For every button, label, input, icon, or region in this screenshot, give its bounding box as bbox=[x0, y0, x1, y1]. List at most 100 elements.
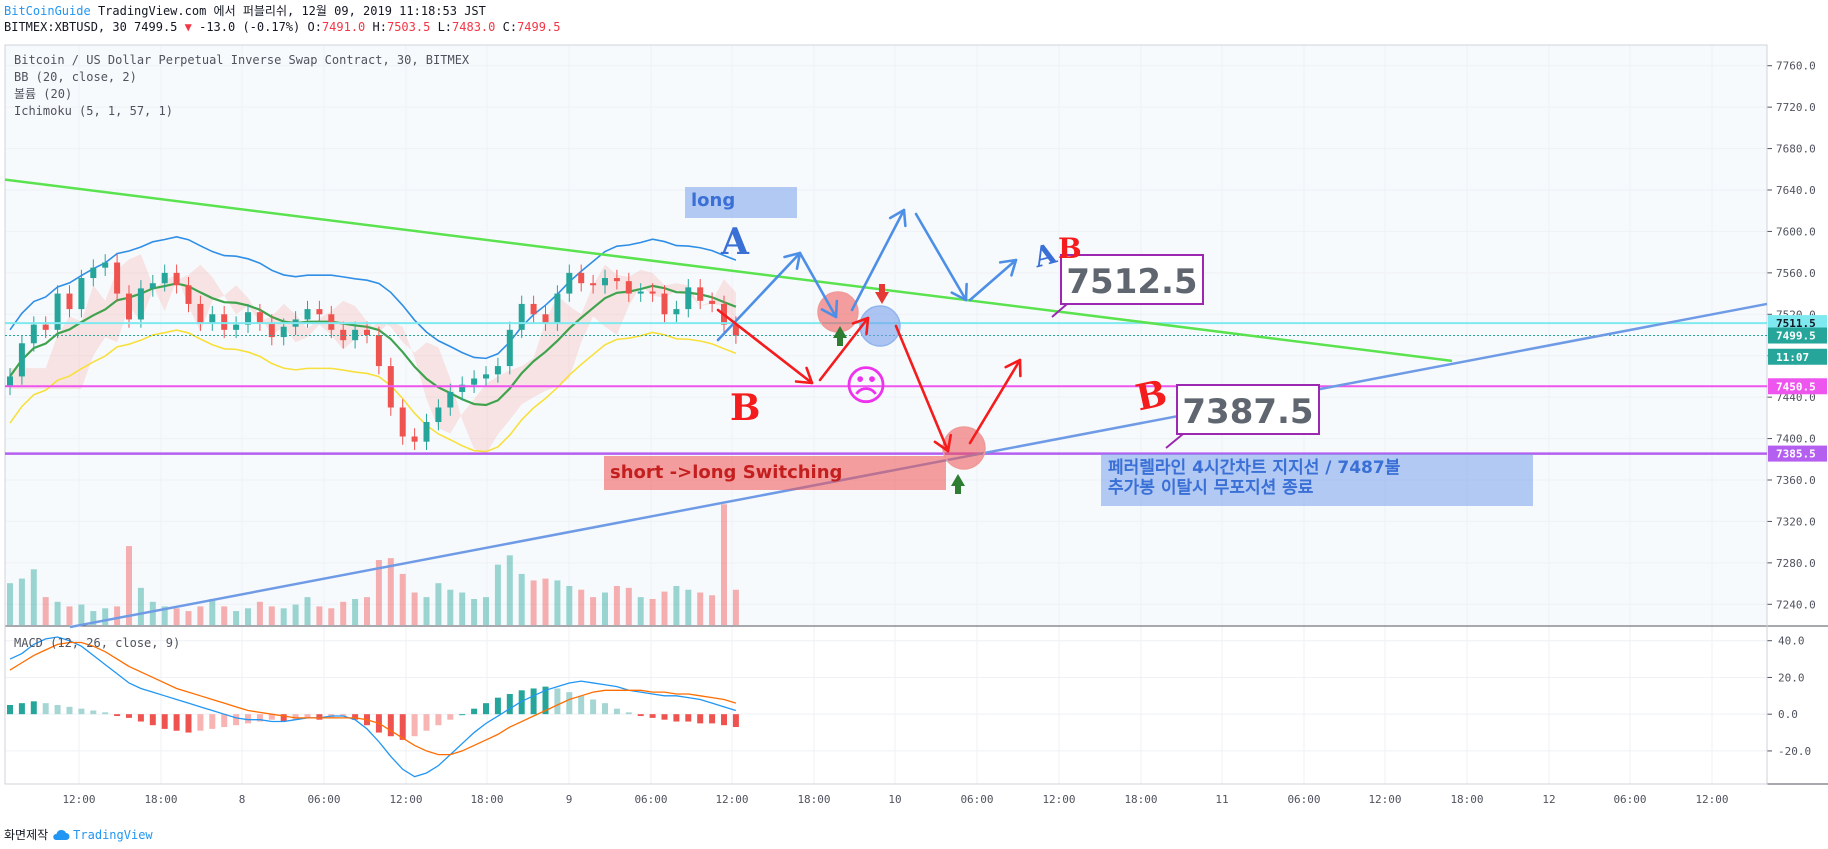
macd-hist-bar bbox=[471, 708, 478, 715]
up-marker-1 bbox=[833, 326, 847, 338]
time-tick-label: 12:00 bbox=[389, 793, 422, 806]
volume-bar bbox=[411, 592, 418, 625]
price-tick-label: 7760.0 bbox=[1776, 60, 1816, 73]
volume-bar bbox=[185, 611, 192, 625]
volume-bar bbox=[114, 606, 121, 625]
macd-hist-bar bbox=[173, 714, 180, 731]
candle-body bbox=[18, 343, 25, 377]
red-arrow-4-head bbox=[1004, 358, 1022, 378]
high-value: 7503.5 bbox=[386, 20, 431, 34]
blue-arrow-2 bbox=[798, 251, 838, 319]
legend-title[interactable]: Bitcoin / US Dollar Perpetual Inverse Sw… bbox=[14, 53, 470, 67]
volume-bar bbox=[126, 546, 132, 625]
callout-7387-box bbox=[1176, 384, 1320, 435]
macd-hist-bar bbox=[578, 695, 585, 715]
macd-hist-bar bbox=[268, 714, 275, 720]
legend-bb[interactable]: BB (20, close, 2) bbox=[14, 70, 137, 84]
legend-macd[interactable]: MACD (12, 26, close, 9) bbox=[14, 636, 181, 650]
time-tick-label: 06:00 bbox=[307, 793, 340, 806]
time-tick-label: 12:00 bbox=[1042, 793, 1075, 806]
down-marker-stem bbox=[879, 284, 885, 292]
macd-hist-bar bbox=[411, 714, 418, 737]
brand-text: TradingView bbox=[73, 827, 153, 842]
switching-label-text: short ->long Switching bbox=[610, 462, 842, 483]
legend-ichimoku[interactable]: Ichimoku (5, 1, 57, 1) bbox=[14, 104, 173, 118]
red-arrow-4 bbox=[968, 358, 1022, 445]
candle-body bbox=[340, 329, 347, 341]
macd-tick-label: 0.0 bbox=[1778, 708, 1798, 721]
volume-bar bbox=[721, 504, 727, 625]
candle-body bbox=[542, 314, 549, 323]
high-label: H: bbox=[372, 20, 387, 34]
macd-hist-bar bbox=[661, 714, 668, 720]
price-marker-label: 7511.5 bbox=[1776, 317, 1816, 330]
long-label-text: long bbox=[691, 190, 735, 211]
volume-bar bbox=[7, 583, 13, 625]
price-tick-label: 7240.0 bbox=[1776, 598, 1816, 611]
volume-bar bbox=[447, 589, 454, 625]
time-tick-label: 18:00 bbox=[1124, 793, 1157, 806]
macd-hist-bar bbox=[280, 714, 287, 722]
macd-hist-bar bbox=[697, 714, 704, 724]
blue-arrow-4 bbox=[914, 212, 968, 302]
up-marker-1-stem bbox=[837, 338, 843, 346]
macd-hist-bar bbox=[42, 703, 49, 715]
change-text: -13.0 (-0.17%) bbox=[199, 20, 301, 34]
blue-arrow-3 bbox=[850, 208, 906, 312]
close-label: C: bbox=[502, 20, 518, 34]
candle-body bbox=[30, 324, 37, 344]
volume-bar bbox=[316, 606, 323, 625]
candle-body bbox=[173, 272, 180, 286]
candle-body bbox=[411, 436, 418, 442]
volume-bar bbox=[661, 591, 668, 625]
macd-hist-bar bbox=[542, 686, 549, 715]
macd-hist-bar bbox=[447, 714, 454, 720]
candle-body bbox=[661, 293, 668, 315]
blue-arrow-2-head bbox=[820, 299, 839, 319]
volume-bar bbox=[506, 555, 513, 625]
volume-bar bbox=[566, 586, 573, 625]
candle-body bbox=[42, 324, 49, 330]
volume-bar bbox=[578, 589, 585, 625]
volume-bar bbox=[328, 608, 335, 625]
candle-body bbox=[54, 293, 61, 330]
long-label-box bbox=[685, 187, 797, 218]
candle-body bbox=[233, 324, 240, 330]
price-marker-label: 11:07 bbox=[1776, 351, 1809, 364]
candle-body bbox=[78, 278, 85, 310]
volume-bar bbox=[399, 573, 406, 625]
candle-body bbox=[613, 278, 620, 282]
volume-bar bbox=[483, 597, 489, 625]
footer: 화면제작 TradingView bbox=[4, 826, 153, 843]
macd-hist-bar bbox=[30, 701, 37, 715]
ohlc-row: BITMEX:XBTUSD, 30 7499.5 ▼ -13.0 (-0.17%… bbox=[4, 20, 1824, 36]
macd-hist-bar bbox=[685, 714, 692, 722]
volume-bar bbox=[161, 606, 168, 625]
candle-body bbox=[399, 407, 406, 437]
volume-bar bbox=[304, 597, 311, 625]
candle-body bbox=[126, 293, 132, 320]
switching-label-box bbox=[604, 456, 946, 490]
macd-hist-bar bbox=[602, 703, 608, 715]
macd-hist-bar bbox=[209, 714, 216, 729]
macd-hist-bar bbox=[114, 714, 121, 717]
letter-b-1: B bbox=[1058, 232, 1082, 265]
price-tick-label: 7400.0 bbox=[1776, 433, 1816, 446]
low-value: 7483.0 bbox=[452, 20, 496, 34]
candle-body bbox=[685, 287, 692, 310]
macd-hist-bar bbox=[483, 703, 489, 715]
volume-bar bbox=[494, 564, 501, 625]
time-tick-label: 18:00 bbox=[144, 793, 177, 806]
top-header: BitCoinGuide TradingView.com 에서 퍼블리쉬, 12… bbox=[0, 0, 1828, 40]
tradingview-brand[interactable]: TradingView bbox=[52, 827, 153, 842]
volume-bar bbox=[149, 601, 156, 625]
macd-hist-bar bbox=[221, 714, 228, 728]
up-marker-2-stem bbox=[955, 486, 961, 494]
legend-volume[interactable]: 볼륨 (20) bbox=[14, 87, 73, 101]
publisher-name[interactable]: BitCoinGuide bbox=[4, 4, 91, 18]
candle-body bbox=[649, 291, 656, 294]
published-text: TradingView.com 에서 퍼블리쉬, 12월 09, 2019 11… bbox=[97, 4, 486, 18]
candle-body bbox=[209, 314, 216, 323]
support-note-line2: 추가봉 이탈시 무포지션 종료 bbox=[1108, 477, 1314, 498]
chart-area[interactable]: 12:00 18:00 8 06:00 12:00 18:00 9 06:00 12:00 18:… bbox=[0, 40, 1828, 820]
